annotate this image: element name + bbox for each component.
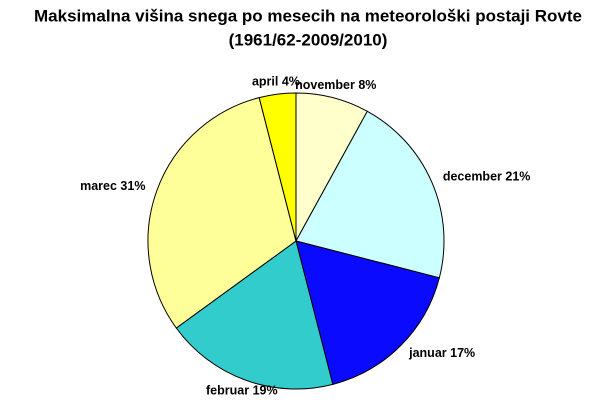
slice-label: april 4% [252, 75, 300, 89]
chart-subtitle: (1961/62-2009/2010) [229, 30, 388, 49]
slice-category: december [443, 170, 502, 184]
slice-value-label: 19% [253, 384, 278, 398]
slice-category: april [252, 75, 278, 89]
slice-category: februar [206, 384, 249, 398]
slice-value-label: 21% [505, 170, 530, 184]
slice-label: december 21% [443, 170, 531, 184]
slice-category: marec [80, 179, 117, 193]
slice-value-label: 17% [450, 346, 475, 360]
slice-category: januar [408, 346, 447, 360]
pie-slice [295, 240, 440, 385]
slice-label: november 8% [295, 78, 376, 92]
slice-value-label: 8% [358, 78, 376, 92]
pie-slice [258, 92, 297, 242]
slice-label: marec 31% [80, 179, 145, 193]
chart-title: Maksimalna višina snega po mesecih na me… [34, 6, 582, 25]
pie-slice [175, 240, 334, 390]
slice-value-label: 4% [282, 75, 300, 89]
slice-label: januar 17% [408, 346, 475, 360]
slice-category: november [295, 78, 355, 92]
pie-slice [147, 97, 297, 329]
pie-slice [295, 110, 445, 279]
slice-label: februar 19% [206, 384, 278, 398]
slice-value-label: 31% [120, 179, 145, 193]
